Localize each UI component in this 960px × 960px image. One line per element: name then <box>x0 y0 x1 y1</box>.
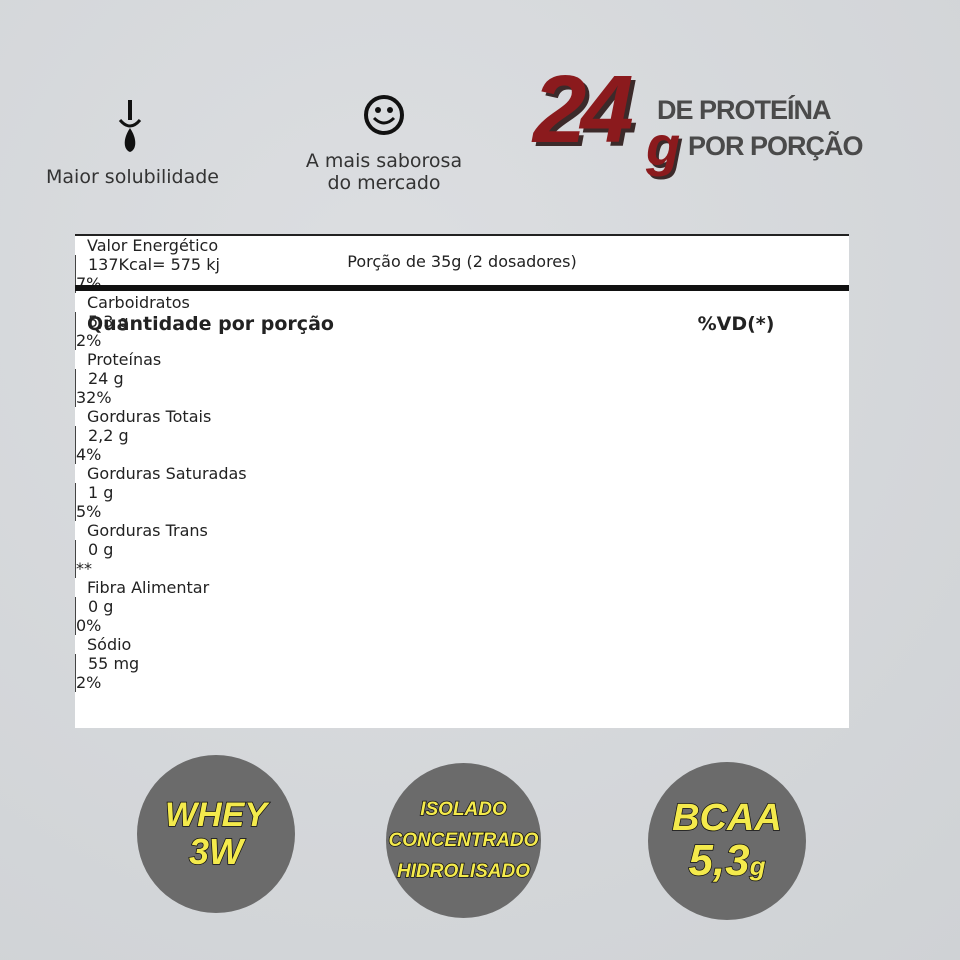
protein-amount: 24 <box>533 56 634 163</box>
table-cell: 1 g <box>75 483 343 502</box>
table-cell: Gorduras Trans <box>87 521 208 540</box>
table-cell: 5,3 g <box>75 312 343 331</box>
table-cell: Proteínas <box>87 350 162 369</box>
protein-text: POR PORÇÃO <box>688 131 864 161</box>
badge-text: 3W <box>188 831 244 872</box>
table-cell: Valor Energético <box>87 236 219 255</box>
table-cell: 5% <box>75 502 250 521</box>
table-cell: Sódio <box>87 635 132 654</box>
table-cell: Carboidratos <box>87 293 190 312</box>
table-cell: 2,2 g <box>75 426 343 445</box>
badge-text: CONCENTRADO <box>388 830 539 851</box>
feature-line: A mais saborosa <box>305 150 463 172</box>
table-cell: 0% <box>75 616 250 635</box>
table-cell: 24 g <box>75 369 343 388</box>
badge: WHEY 3W <box>137 755 295 913</box>
table-cell: 32% <box>75 388 250 407</box>
badge-text: WHEY <box>164 796 268 834</box>
table-cell: 2% <box>75 331 250 350</box>
badge-text: BCAA <box>671 797 782 839</box>
solubility-icon <box>118 100 142 152</box>
feature-line: do mercado <box>327 172 441 194</box>
table-cell: 0 g <box>75 597 343 616</box>
divider <box>75 285 849 291</box>
badge-text: ISOLADO <box>419 799 507 820</box>
table-cell: Gorduras Totais <box>87 407 212 426</box>
badge-unit: g <box>749 851 766 881</box>
table-cell: Fibra Alimentar <box>87 578 210 597</box>
table-cell: 137Kcal= 575 kj <box>75 255 343 274</box>
table-cell: 4% <box>75 445 250 464</box>
table-cell: ** <box>75 559 250 578</box>
table-cell: Gorduras Saturadas <box>87 464 247 483</box>
badge: BCAA 5,3g <box>648 762 806 920</box>
table-cell: 0 g <box>75 540 343 559</box>
protein-unit: g <box>646 114 681 177</box>
table-cell: 55 mg <box>75 654 343 673</box>
smile-icon <box>364 95 404 135</box>
feature-line: Maior solubilidade <box>46 166 219 188</box>
feature-label: Maior solubilidade <box>20 166 245 188</box>
protein-text: DE PROTEÍNA <box>657 95 832 125</box>
badge-text: HIDROLISADO <box>396 861 531 882</box>
header-cell: %VD(*) <box>697 313 775 335</box>
badge: ISOLADO CONCENTRADO HIDROLISADO <box>386 763 541 918</box>
table-cell: 2% <box>75 673 250 692</box>
nutrition-table: Porção de 35g (2 dosadores) Quantidade p… <box>75 234 849 728</box>
badge-text: 5,3g <box>688 836 767 885</box>
feature-label: A mais saborosa do mercado <box>280 150 488 194</box>
serving-size: Porção de 35g (2 dosadores) <box>347 252 577 271</box>
header-cell: Quantidade por porção <box>87 313 334 335</box>
